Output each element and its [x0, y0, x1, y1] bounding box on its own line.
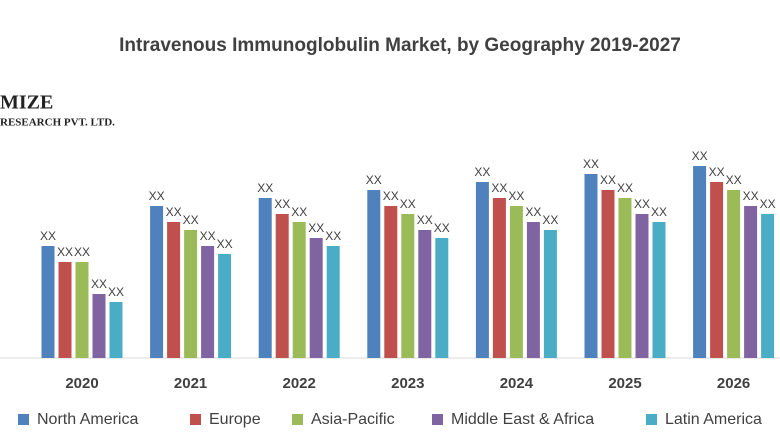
data-label: XX [760, 197, 776, 211]
bar [326, 246, 340, 358]
data-label: XX [583, 157, 599, 171]
bar [292, 222, 306, 358]
legend-label: Asia-Pacific [311, 411, 395, 428]
legend-label: Middle East & Africa [451, 411, 594, 428]
bar [41, 246, 55, 358]
data-label: XX [91, 277, 107, 291]
data-label: XX [491, 181, 507, 195]
data-label: XX [383, 189, 399, 203]
bar [618, 198, 632, 358]
legend-swatch [432, 414, 443, 425]
bar [435, 238, 449, 358]
x-tick-label: 2025 [608, 375, 641, 392]
data-label: XX [217, 237, 233, 251]
bar [584, 174, 598, 358]
bar [693, 166, 707, 358]
data-label: XX [743, 189, 759, 203]
data-label: XX [634, 197, 650, 211]
logo-subtitle: RESEARCH PVT. LTD. [0, 117, 115, 129]
data-label: XX [692, 149, 708, 163]
bar [475, 182, 489, 358]
data-label: XX [274, 197, 290, 211]
legend-swatch [646, 414, 657, 425]
data-label: XX [57, 245, 73, 259]
data-label: XX [325, 229, 341, 243]
data-label: XX [508, 189, 524, 203]
bar [309, 238, 323, 358]
data-label: XX [166, 205, 182, 219]
legend-swatch [190, 414, 201, 425]
bar [492, 198, 506, 358]
x-tick-label: 2024 [500, 375, 534, 392]
data-label: XX [542, 213, 558, 227]
data-label: XX [651, 205, 667, 219]
x-tick-label: 2026 [717, 375, 750, 392]
data-label: XX [366, 173, 382, 187]
bar [218, 254, 232, 358]
data-label: XX [400, 197, 416, 211]
bar [710, 182, 724, 358]
bar [509, 206, 523, 358]
data-label: XX [417, 213, 433, 227]
bar [401, 214, 415, 358]
bar [635, 214, 649, 358]
logo-name: MIZE [0, 92, 53, 114]
bar [418, 230, 432, 358]
legend-label: Europe [209, 411, 261, 428]
bar [184, 230, 198, 358]
x-tick-label: 2021 [174, 375, 207, 392]
data-label: XX [308, 221, 324, 235]
data-label: XX [474, 165, 490, 179]
bar [384, 206, 398, 358]
legend-swatch [292, 414, 303, 425]
bar [761, 214, 775, 358]
bar [167, 222, 181, 358]
data-label: XX [74, 245, 90, 259]
bar [652, 222, 666, 358]
bar [275, 214, 289, 358]
bar [727, 190, 741, 358]
bar [601, 190, 615, 358]
x-tick-label: 2020 [65, 375, 98, 392]
bar [543, 230, 557, 358]
data-label: XX [183, 213, 199, 227]
bar [258, 198, 272, 358]
bar [201, 246, 215, 358]
legend-swatch [18, 414, 29, 425]
bar [109, 302, 123, 358]
x-tick-label: 2023 [391, 375, 424, 392]
bar [744, 206, 758, 358]
x-tick-label: 2022 [283, 375, 316, 392]
data-label: XX [434, 221, 450, 235]
data-label: XX [257, 181, 273, 195]
bar [58, 262, 72, 358]
bar [526, 222, 540, 358]
data-label: XX [525, 205, 541, 219]
data-label: XX [600, 173, 616, 187]
data-label: XX [291, 205, 307, 219]
data-label: XX [108, 285, 124, 299]
data-label: XX [40, 229, 56, 243]
data-label: XX [709, 165, 725, 179]
legend-label: North America [37, 411, 138, 428]
data-label: XX [726, 173, 742, 187]
data-label: XX [149, 189, 165, 203]
legend-label: Latin America [665, 411, 762, 428]
bar [367, 190, 381, 358]
bar [75, 262, 89, 358]
data-label: XX [617, 181, 633, 195]
bar [92, 294, 106, 358]
chart-title: Intravenous Immunoglobulin Market, by Ge… [119, 35, 681, 56]
bar [150, 206, 164, 358]
data-label: XX [200, 229, 216, 243]
